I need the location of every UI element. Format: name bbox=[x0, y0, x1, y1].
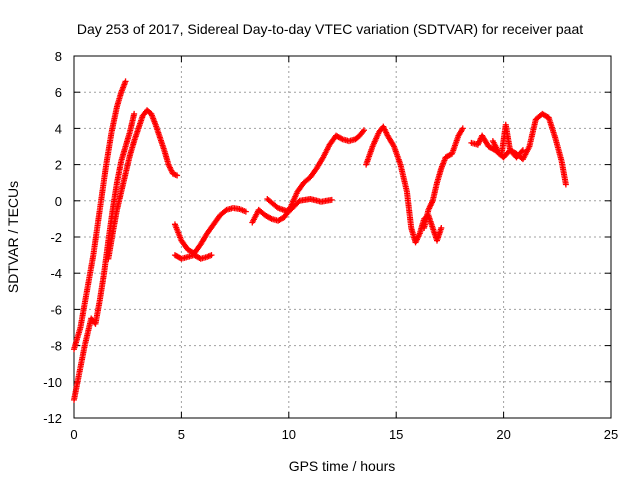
x-tick-label: 10 bbox=[282, 427, 296, 442]
series-arc-11 bbox=[489, 138, 526, 161]
y-tick-label: -4 bbox=[50, 266, 62, 281]
y-tick-label: 2 bbox=[55, 158, 62, 173]
x-tick-label: 15 bbox=[389, 427, 403, 442]
series-arc-1 bbox=[71, 78, 129, 353]
data-marks bbox=[71, 78, 569, 403]
y-tick-label: 8 bbox=[55, 49, 62, 64]
x-tick-label: 20 bbox=[496, 427, 510, 442]
series-arc-2 bbox=[71, 110, 138, 403]
chart-title: Day 253 of 2017, Sidereal Day-to-day VTE… bbox=[77, 21, 583, 37]
y-tick-label: -8 bbox=[50, 339, 62, 354]
data-point bbox=[338, 135, 345, 142]
data-point bbox=[459, 125, 466, 132]
y-tick-label: -2 bbox=[50, 230, 62, 245]
series-arc-8 bbox=[363, 123, 445, 246]
data-point bbox=[519, 147, 526, 154]
data-point bbox=[174, 172, 181, 179]
y-tick-label: -10 bbox=[43, 375, 62, 390]
y-tick-label: -12 bbox=[43, 411, 62, 426]
x-tick-label: 5 bbox=[178, 427, 185, 442]
y-tick-label: 4 bbox=[55, 121, 62, 136]
data-point bbox=[562, 181, 569, 188]
data-point bbox=[208, 252, 215, 259]
data-point bbox=[360, 127, 367, 134]
tick-layer: 0 5 10 15 20 25 -12 -10 -8 -6 -4 -2 0 2 4 6 8 bbox=[43, 49, 618, 442]
series-arc-9 bbox=[421, 125, 466, 231]
data-point bbox=[518, 148, 525, 155]
series-arc-3 bbox=[105, 107, 181, 262]
data-point bbox=[267, 215, 274, 222]
series-arc-4 bbox=[171, 252, 215, 262]
data-point bbox=[131, 110, 138, 117]
series-arc-5 bbox=[171, 205, 249, 257]
x-tick-label: 25 bbox=[604, 427, 618, 442]
x-axis-label: GPS time / hours bbox=[289, 458, 396, 474]
series-arc-7 bbox=[264, 195, 335, 215]
data-point bbox=[242, 208, 249, 215]
y-axis-label: SDTVAR / TECUs bbox=[5, 181, 21, 293]
grid-layer bbox=[74, 56, 611, 418]
y-tick-label: -6 bbox=[50, 302, 62, 317]
series-arc-6 bbox=[249, 127, 367, 226]
data-point bbox=[122, 78, 129, 85]
y-tick-label: 0 bbox=[55, 194, 62, 209]
series-arc-10 bbox=[468, 110, 569, 188]
data-point bbox=[328, 196, 335, 203]
data-point bbox=[438, 224, 445, 231]
y-tick-label: 6 bbox=[55, 85, 62, 100]
x-tick-label: 0 bbox=[70, 427, 77, 442]
